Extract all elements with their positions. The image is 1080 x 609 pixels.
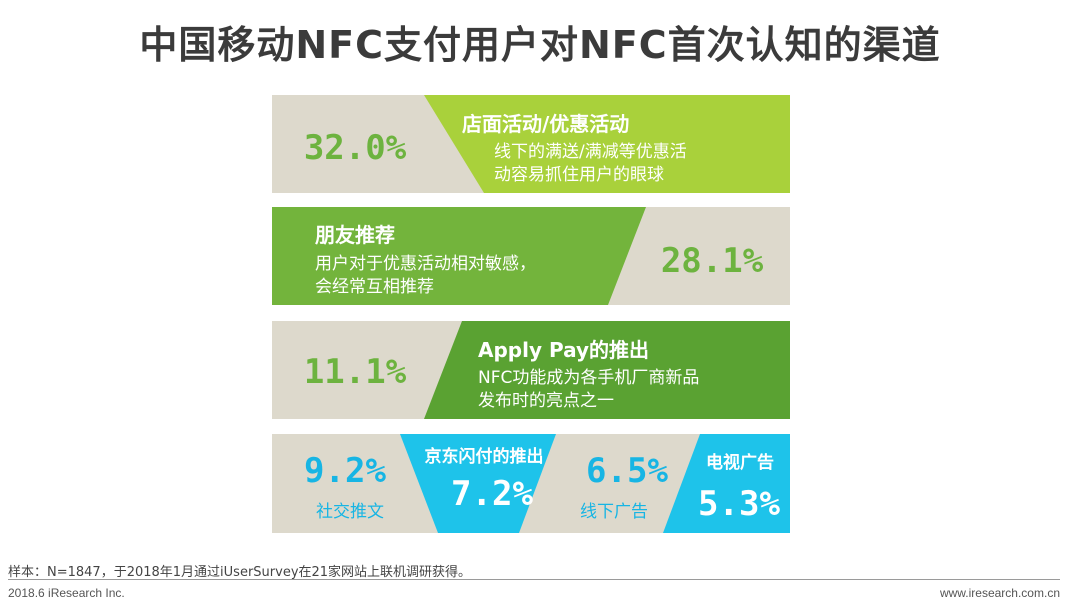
row3-desc-line2: 发布时的亮点之一 [478,391,614,411]
page-title: 中国移动NFC支付用户对NFC首次认知的渠道 [139,23,941,67]
row2-category: 朋友推荐 [315,223,395,247]
row2-bar [272,207,646,305]
row3-value: 11.1% [304,352,407,392]
tv-bar [663,434,790,533]
row3-desc-line1: NFC功能成为各手机厂商新品 [478,368,699,388]
row3-bar [424,321,790,419]
row2-desc-line1: 用户对于优惠活动相对敏感， [315,254,536,274]
row1-desc-line1: 线下的满送/满减等优惠活 [494,142,687,162]
jd-category: 京东闪付的推出 [425,446,544,467]
tv-value: 5.3% [698,484,780,524]
row2-desc-line2: 会经常互相推荐 [315,277,434,297]
social-category: 社交推文 [316,502,384,522]
jd-bar [400,434,556,533]
website-link[interactable]: www.iresearch.com.cn [939,586,1060,600]
row1-value: 32.0% [304,128,407,168]
jd-value: 7.2% [451,474,533,514]
social-value: 9.2% [304,451,386,491]
row1-bar [424,95,790,193]
row1-category: 店面活动/优惠活动 [462,112,629,136]
row2-value: 28.1% [661,241,764,281]
row3-category: Apply Pay的推出 [478,338,649,362]
tv-category: 电视广告 [706,452,774,473]
row1-desc-line2: 动容易抓住用户的眼球 [494,165,664,185]
offline-ad-value: 6.5% [586,451,668,491]
offline-ad-category: 线下广告 [580,502,648,522]
sample-note: 样本：N=1847，于2018年1月通过iUserSurvey在21家网站上联机… [8,565,472,580]
copyright-text: 2018.6 iResearch Inc. [8,586,125,600]
footer-divider [8,579,1060,580]
